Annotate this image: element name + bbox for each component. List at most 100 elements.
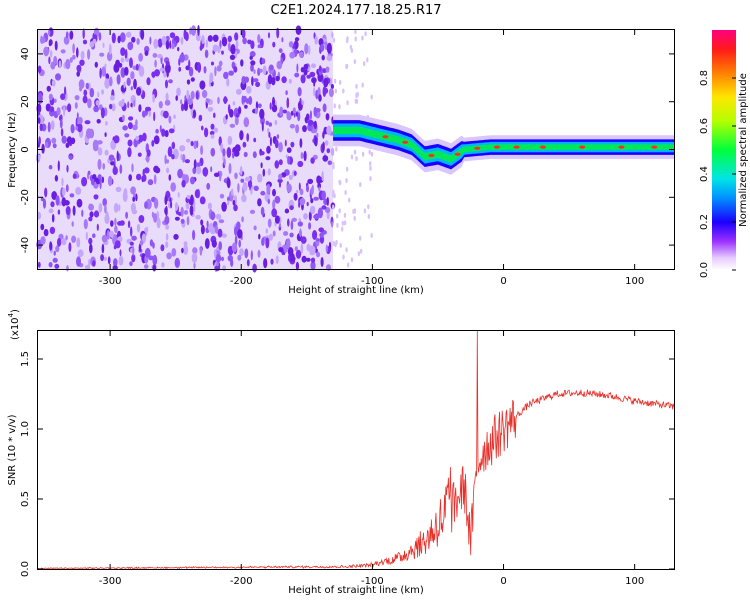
noise-blob bbox=[186, 138, 191, 143]
noise-blob bbox=[309, 205, 316, 215]
ridge-peak bbox=[474, 146, 481, 150]
noise-blob bbox=[153, 174, 157, 185]
noise-blob bbox=[97, 91, 100, 98]
noise-blob bbox=[97, 147, 103, 156]
noise-blob bbox=[294, 246, 298, 252]
noise-blob bbox=[138, 52, 144, 62]
x-tick-label: -200 bbox=[230, 576, 253, 587]
noise-blob bbox=[130, 202, 136, 213]
noise-blob bbox=[112, 265, 118, 271]
noise-blob bbox=[290, 141, 295, 148]
noise-blob bbox=[210, 134, 215, 139]
noise-blob bbox=[135, 63, 139, 71]
noise-blob bbox=[183, 29, 187, 40]
noise-blob bbox=[261, 237, 265, 246]
noise-blob bbox=[192, 229, 196, 241]
noise-blob bbox=[234, 116, 239, 126]
noise-blob bbox=[169, 32, 176, 39]
x-tick-label: 0 bbox=[500, 276, 506, 287]
noise-blob bbox=[314, 136, 318, 147]
noise-blob bbox=[126, 77, 131, 87]
noise-blob bbox=[104, 63, 107, 68]
noise-blob bbox=[155, 128, 159, 134]
noise-blob bbox=[132, 245, 135, 256]
noise-blob bbox=[184, 95, 187, 102]
noise-blob bbox=[307, 119, 314, 126]
noise-blob bbox=[40, 236, 46, 245]
noise-blob bbox=[253, 137, 257, 143]
noise-blob bbox=[177, 47, 180, 52]
noise-blob bbox=[238, 239, 241, 248]
noise-blob bbox=[295, 25, 302, 35]
noise-blob bbox=[89, 211, 94, 218]
noise-blob bbox=[257, 173, 263, 183]
noise-blob bbox=[250, 40, 255, 49]
noise-blob bbox=[257, 44, 262, 49]
y-tick-label: -40 bbox=[20, 237, 31, 253]
noise-blob bbox=[101, 66, 107, 77]
noise-blob bbox=[56, 237, 62, 247]
noise-blob bbox=[217, 96, 220, 104]
noise-blob bbox=[44, 187, 48, 198]
noise-blob bbox=[71, 221, 74, 227]
noise-blob bbox=[181, 247, 184, 254]
noise-blob bbox=[117, 35, 121, 44]
sparse-noise-blob bbox=[342, 88, 345, 94]
noise-blob bbox=[151, 71, 156, 78]
noise-blob bbox=[199, 80, 206, 90]
noise-blob bbox=[109, 103, 113, 110]
snr-frame bbox=[37, 330, 675, 570]
noise-blob bbox=[237, 254, 242, 261]
noise-blob bbox=[54, 98, 57, 104]
noise-blob bbox=[98, 202, 103, 213]
sparse-noise-blob bbox=[339, 242, 342, 248]
noise-blob bbox=[226, 177, 231, 189]
noise-blob bbox=[54, 40, 58, 51]
noise-blob bbox=[51, 137, 57, 144]
noise-blob bbox=[239, 130, 244, 141]
noise-blob bbox=[135, 136, 140, 141]
sparse-noise-blob bbox=[353, 208, 357, 214]
noise-blob bbox=[138, 65, 145, 77]
noise-blob bbox=[83, 89, 88, 97]
noise-blob bbox=[94, 61, 99, 68]
sparse-noise-blob bbox=[367, 214, 370, 219]
figure-title: C2E1.2024.177.18.25.R17 bbox=[270, 3, 441, 18]
noise-blob bbox=[232, 199, 236, 206]
noise-blob bbox=[199, 44, 203, 51]
noise-blob bbox=[112, 166, 118, 176]
noise-blob bbox=[128, 116, 134, 121]
noise-blob bbox=[214, 225, 219, 234]
noise-blob bbox=[309, 71, 316, 78]
noise-blob bbox=[97, 174, 102, 180]
noise-blob bbox=[314, 35, 318, 45]
noise-blob bbox=[69, 57, 73, 63]
noise-blob bbox=[37, 92, 43, 104]
noise-blob bbox=[66, 164, 69, 173]
noise-blob bbox=[261, 121, 264, 132]
noise-blob bbox=[191, 252, 198, 264]
noise-blob bbox=[223, 96, 228, 105]
noise-blob bbox=[119, 220, 125, 226]
noise-blob bbox=[276, 60, 283, 70]
spectrogram-image bbox=[36, 25, 674, 273]
noise-blob bbox=[131, 254, 136, 263]
noise-blob bbox=[313, 120, 317, 130]
noise-blob bbox=[85, 231, 88, 241]
noise-blob bbox=[153, 213, 158, 223]
noise-blob bbox=[151, 140, 155, 147]
noise-blob bbox=[326, 196, 329, 206]
noise-blob bbox=[136, 223, 141, 233]
noise-blob bbox=[91, 178, 95, 186]
noise-blob bbox=[46, 85, 51, 92]
noise-blob bbox=[299, 188, 304, 196]
noise-blob bbox=[303, 213, 308, 220]
sparse-noise-blob bbox=[353, 215, 356, 221]
noise-blob bbox=[227, 42, 231, 51]
noise-blob bbox=[156, 217, 161, 229]
noise-blob bbox=[48, 262, 53, 268]
noise-blob bbox=[127, 220, 131, 229]
sparse-noise-blob bbox=[361, 35, 364, 41]
noise-blob bbox=[220, 142, 224, 153]
